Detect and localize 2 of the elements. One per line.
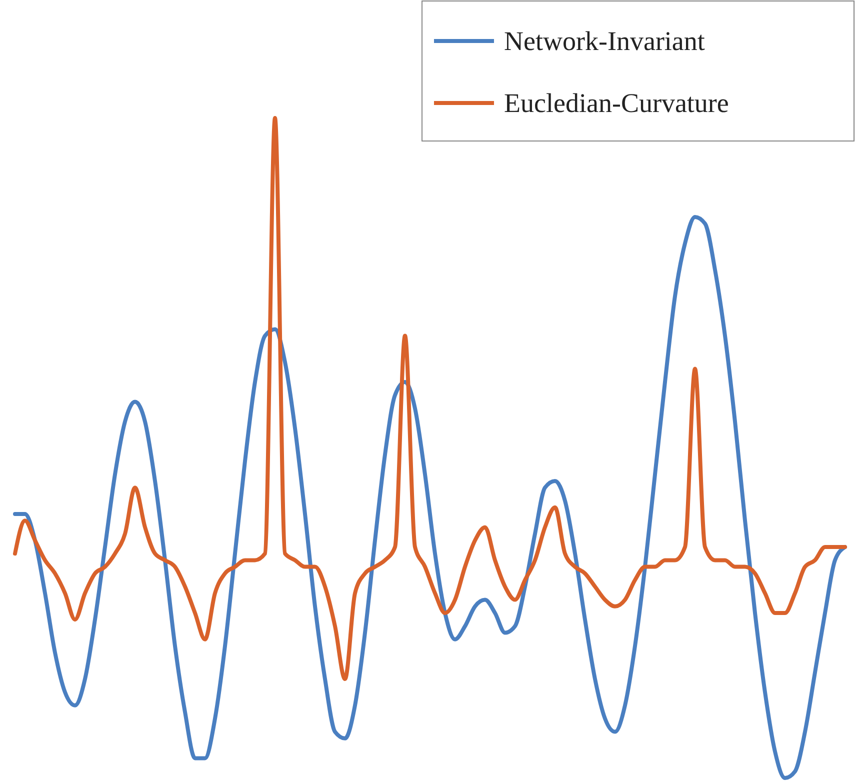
legend-label: Network-Invariant	[504, 26, 706, 56]
legend-label: Eucledian-Curvature	[504, 88, 729, 118]
